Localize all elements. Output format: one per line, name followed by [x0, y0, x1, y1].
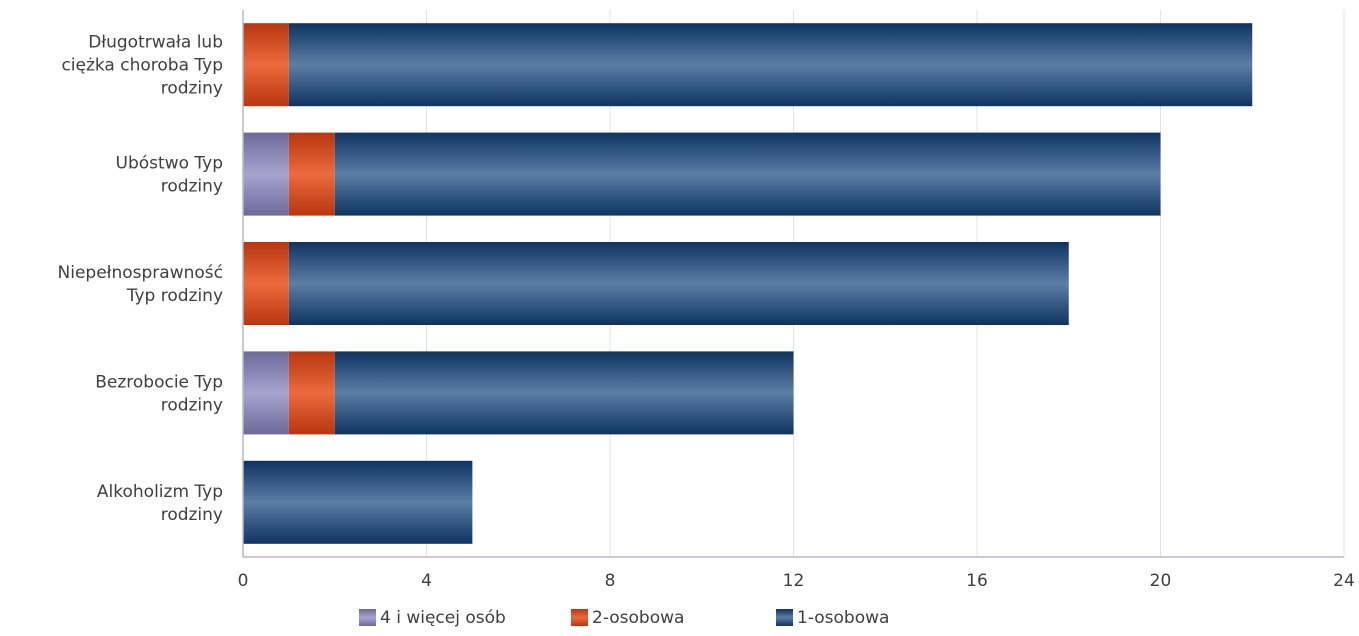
legend: 4 i więcej osób 2-osobowa 1-osobowa — [359, 608, 889, 628]
bar-segment — [243, 460, 473, 544]
category-label: Alkoholizm Typ rodziny — [97, 482, 223, 525]
x-tick-label: 0 — [238, 571, 249, 591]
bars — [243, 23, 1253, 544]
axes — [242, 10, 1344, 558]
x-tick-label: 16 — [966, 571, 988, 591]
legend-label: 4 i więcej osób — [380, 608, 506, 628]
bar-segment — [243, 23, 289, 107]
x-tick-label: 8 — [605, 571, 616, 591]
bar-segment — [288, 132, 335, 216]
x-tick-label: 12 — [783, 571, 805, 591]
legend-swatch — [359, 609, 376, 626]
category-label: Bezrobocie Typ rodziny — [95, 372, 223, 415]
category-label: Długotrwała lub ciężka choroba Typ rodziny — [61, 33, 223, 99]
legend-swatch — [776, 609, 793, 626]
legend-swatch — [571, 609, 588, 626]
bar-segment — [334, 351, 794, 435]
legend-label: 2-osobowa — [592, 608, 684, 628]
bar-segment — [334, 132, 1161, 216]
category-label: Ubóstwo Typ rodziny — [116, 154, 223, 197]
x-tick-labels: 0 4 8 12 16 20 24 — [238, 571, 1355, 591]
x-tick-label: 24 — [1333, 571, 1355, 591]
bar-segment — [288, 351, 335, 435]
bar-segment — [288, 242, 1069, 325]
bar-segment — [243, 132, 289, 216]
bar-segment — [243, 242, 289, 325]
x-tick-label: 20 — [1150, 571, 1172, 591]
legend-label: 1-osobowa — [797, 608, 889, 628]
bar-segment — [288, 23, 1253, 107]
x-tick-label: 4 — [421, 571, 432, 591]
bar-segment — [243, 351, 289, 435]
category-label: Niepełnosprawność Typ rodziny — [58, 263, 224, 306]
category-labels: Długotrwała lub ciężka choroba Typ rodziny… — [58, 33, 224, 525]
